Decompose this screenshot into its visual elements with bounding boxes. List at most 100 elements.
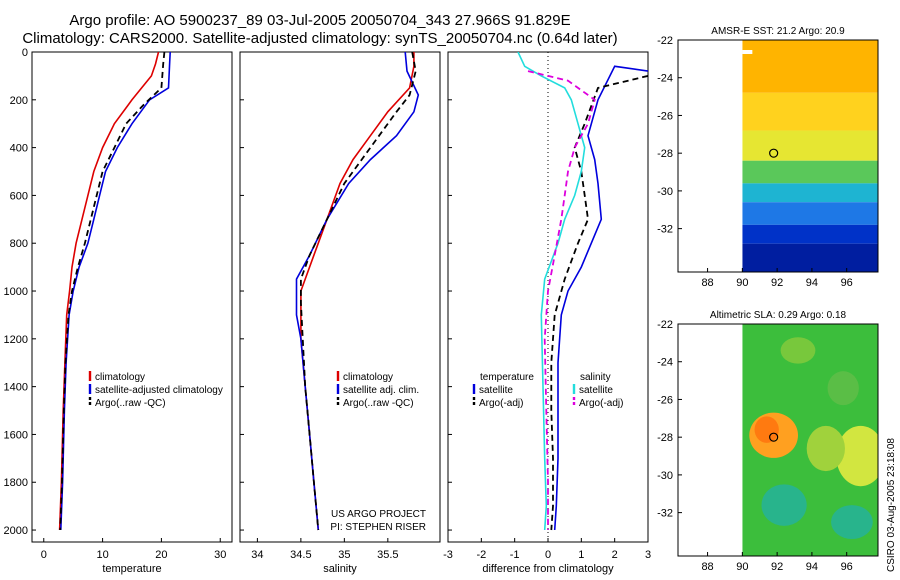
sla-map-anomaly-blob (827, 371, 859, 406)
difference-xlabel: difference from climatology (482, 563, 614, 575)
temperature-ytick-label: 600 (10, 190, 28, 202)
sla-map-field (742, 324, 879, 556)
sla-map-anomaly-blob (761, 484, 807, 526)
difference-xtick-label: 3 (645, 549, 651, 561)
series-line-argo-raw-qc- (59, 52, 166, 531)
difference-xtick-label: -3 (443, 549, 453, 561)
temp-legend-entry-label: satellite-adjusted climatology (95, 385, 223, 396)
salinity-xtick-label: 34 (251, 549, 263, 561)
temp-legend-entry-label: Argo(..raw -QC) (95, 398, 166, 409)
sla-map-xtick-label: 96 (841, 561, 853, 573)
temperature-ytick-label: 1000 (4, 286, 28, 298)
diff-legend-header-salinity: salinity (580, 372, 611, 383)
salinity-legend-entry-label: satellite adj. clim. (343, 385, 419, 396)
sla-map-anomaly-blob (780, 337, 816, 364)
sst-map-ytick-label: -26 (657, 110, 673, 122)
temperature-ytick-label: 2000 (4, 525, 28, 537)
temperature-ytick-label: 400 (10, 143, 28, 155)
sst-map-xtick-label: 88 (701, 277, 713, 289)
difference-xtick-label: 2 (612, 549, 618, 561)
sla-map-frame (677, 323, 879, 557)
sla-map-ytick-label: -24 (657, 357, 673, 369)
sla-map-xtick-label: 90 (736, 561, 748, 573)
series-line-salinity-satellite (517, 52, 586, 531)
sla-map-argo-position-marker (769, 432, 779, 442)
sst-map-xtick-label: 96 (841, 277, 853, 289)
salinity-axes-frame (239, 51, 441, 543)
temperature-xtick-label: 30 (214, 549, 226, 561)
salinity-xlabel: salinity (323, 563, 357, 575)
sla-map-anomaly-blob (806, 425, 845, 472)
sst-map-ytick-label: -28 (657, 148, 673, 160)
sla-map-ytick-label: -26 (657, 394, 673, 406)
temperature-ytick-label: 200 (10, 95, 28, 107)
salinity-xtick-label: 34.5 (290, 549, 311, 561)
temperature-axes-frame (31, 51, 233, 543)
sla-map-ytick-label: -28 (657, 432, 673, 444)
temperature-xtick-label: 20 (155, 549, 167, 561)
temperature-xtick-label: 10 (96, 549, 108, 561)
sst-map-band (742, 183, 878, 203)
series-line-argo-raw-qc- (299, 52, 417, 531)
temperature-ytick-label: 1400 (4, 382, 28, 394)
sst-map-ytick-label: -32 (657, 224, 673, 236)
difference-xtick-label: 0 (545, 549, 551, 561)
temperature-ytick-label: 1600 (4, 429, 28, 441)
sst-map-band (742, 92, 878, 131)
temperature-ytick-label: 0 (22, 47, 28, 59)
title-line-2: Climatology: CARS2000. Satellite-adjuste… (22, 30, 618, 47)
title-line-1: Argo profile: AO 5900237_89 03-Jul-2005 … (69, 12, 571, 29)
sla-map-ytick-label: -32 (657, 508, 673, 520)
difference-xtick-label: 1 (578, 549, 584, 561)
sla-map-xtick-label: 92 (771, 561, 783, 573)
sst-map-xtick-label: 92 (771, 277, 783, 289)
sst-map-band (742, 40, 878, 93)
sst-map-land-mask-patch (742, 50, 753, 54)
sst-map-band (742, 202, 878, 225)
sst-map-ytick-label: -22 (657, 35, 673, 47)
diff-legend-sal-satellite-label: satellite (579, 385, 613, 396)
diff-legend-sal-argo-label: Argo(-adj) (579, 398, 623, 409)
temperature-xtick-label: 0 (41, 549, 47, 561)
difference-xtick-label: -1 (510, 549, 520, 561)
sla-map-anomaly-blob (836, 425, 879, 487)
sla-map-xtick-label: 94 (806, 561, 818, 573)
sst-map-ytick-label: -30 (657, 186, 673, 198)
salinity-legend-entry-label: climatology (343, 372, 393, 383)
sst-map-argo-position-marker (769, 148, 779, 158)
pi-annotation: PI: STEPHEN RISER (330, 522, 426, 533)
series-line-temperature-satellite (553, 65, 648, 531)
salinity-xtick-label: 35.5 (377, 549, 398, 561)
series-line-temperature-argo-adj- (550, 75, 648, 531)
sst-map-frame (677, 39, 879, 273)
temperature-ytick-label: 1200 (4, 334, 28, 346)
sst-map-ytick-label: -24 (657, 73, 673, 85)
sla-map-ytick-label: -30 (657, 470, 673, 482)
sst-map-band (742, 243, 878, 272)
temperature-ytick-label: 1800 (4, 477, 28, 489)
diff-legend-header-temperature: temperature (480, 372, 534, 383)
sla-map-ytick-label: -22 (657, 319, 673, 331)
salinity-legend-entry-label: Argo(..raw -QC) (343, 398, 414, 409)
salinity-xtick-label: 35 (338, 549, 350, 561)
sla-map-title: Altimetric SLA: 0.29 Argo: 0.18 (710, 310, 847, 321)
sst-map-band (742, 130, 878, 161)
project-annotation: US ARGO PROJECT (331, 509, 426, 520)
credit-timestamp: CSIRO 03-Aug-2005 23:18:08 (886, 438, 897, 572)
sst-map-xtick-label: 94 (806, 277, 818, 289)
sst-map-xtick-label: 90 (736, 277, 748, 289)
temperature-ytick-label: 800 (10, 238, 28, 250)
diff-legend-temp-satellite-label: satellite (479, 385, 513, 396)
sla-map-anomaly-blob (754, 416, 779, 443)
sst-map-band (742, 224, 878, 244)
sst-map-band (742, 160, 878, 184)
sst-map-title: AMSR-E SST: 21.2 Argo: 20.9 (711, 26, 845, 37)
diff-legend-temp-argo-label: Argo(-adj) (479, 398, 523, 409)
temp-legend-entry-label: climatology (95, 372, 145, 383)
temperature-xlabel: temperature (102, 563, 161, 575)
sst-map-field (742, 40, 878, 272)
sla-map-anomaly-blob (831, 505, 873, 540)
difference-xtick-label: -2 (476, 549, 486, 561)
sla-map-xtick-label: 88 (701, 561, 713, 573)
